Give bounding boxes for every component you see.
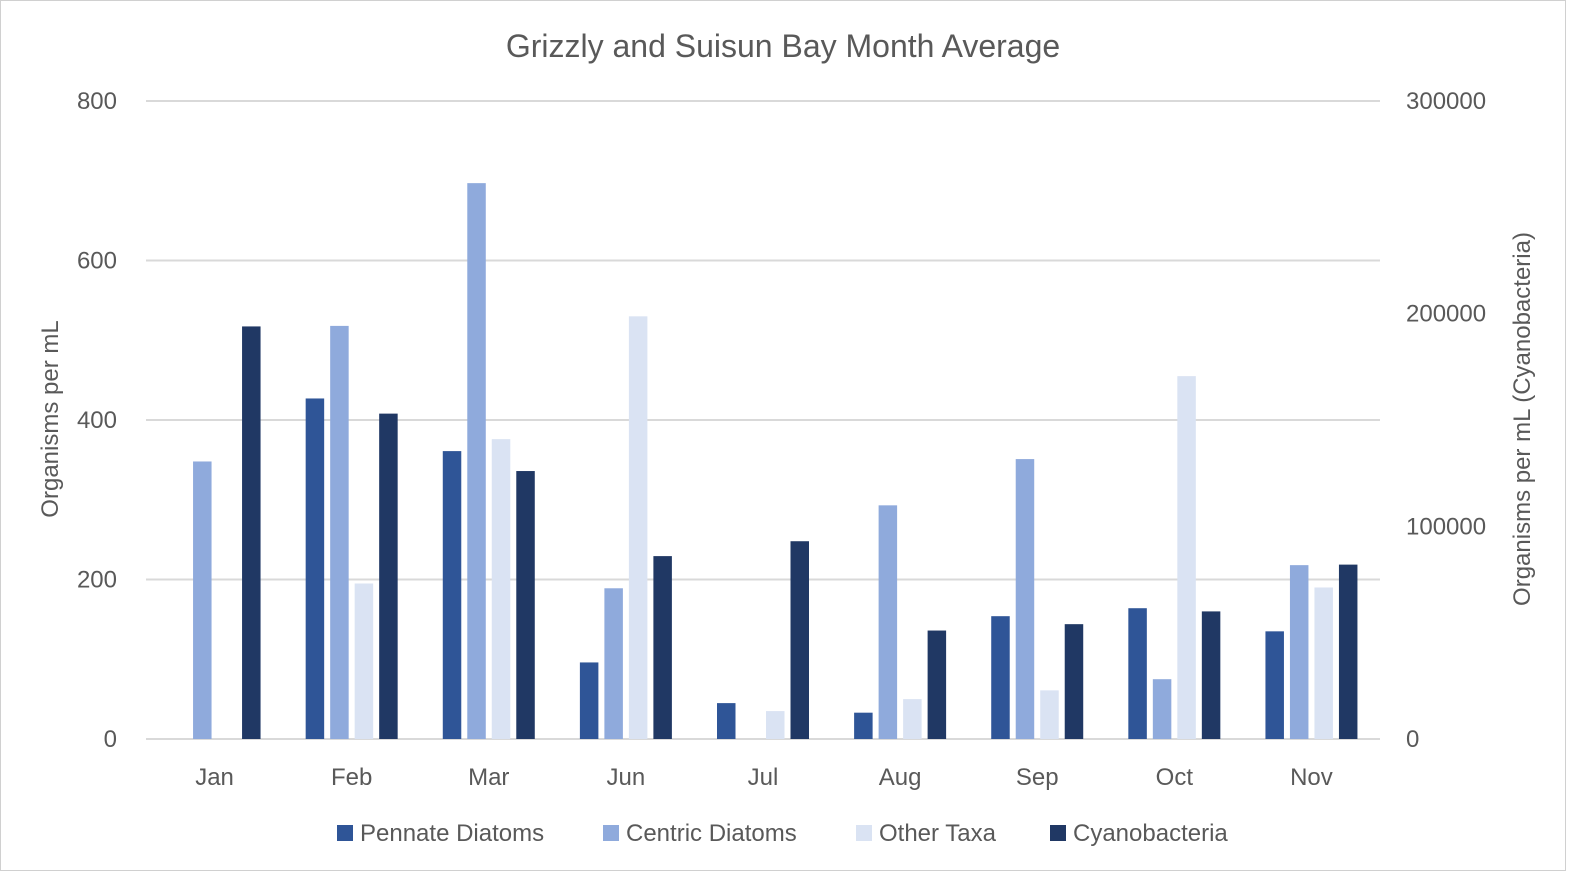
bar-other-taxa-feb bbox=[354, 583, 374, 739]
y-tick-label: 600 bbox=[77, 248, 117, 275]
bar-centric-diatoms-nov bbox=[1289, 565, 1309, 739]
bar-pennate-diatoms-jul bbox=[717, 703, 736, 739]
x-tick-label: Sep bbox=[1016, 764, 1059, 791]
secondary-y-axis-ticks: 0 100000 200000 300000 bbox=[1406, 88, 1486, 753]
x-tick-label: Aug bbox=[879, 764, 922, 791]
x-tick-label: Nov bbox=[1290, 764, 1333, 791]
legend-label: Cyanobacteria bbox=[1073, 820, 1228, 847]
x-tick-label: Mar bbox=[468, 764, 509, 791]
y-axis-ticks: 0 200 400 600 800 bbox=[77, 88, 117, 753]
secondary-y-tick-label: 300000 bbox=[1406, 88, 1486, 115]
x-axis-ticks: Jan Feb Mar Jun Jul Aug Sep Oct Nov bbox=[195, 764, 1333, 791]
bar-centric-diatoms-aug bbox=[878, 505, 898, 739]
bar-other-taxa-mar bbox=[491, 439, 511, 739]
bar-cyanobacteria-nov bbox=[1338, 564, 1358, 739]
bar-cyanobacteria-mar bbox=[516, 471, 535, 739]
bar-pennate-diatoms-sep bbox=[991, 616, 1010, 739]
gridlines bbox=[146, 100, 1380, 740]
bar-centric-diatoms-jun bbox=[604, 588, 623, 739]
bar-other-taxa-aug bbox=[903, 699, 922, 739]
y-tick-label: 400 bbox=[77, 407, 117, 434]
x-tick-label: Oct bbox=[1156, 764, 1194, 791]
bar-centric-diatoms-mar bbox=[467, 183, 486, 739]
bar-cyanobacteria-jan bbox=[242, 326, 261, 739]
x-tick-label: Jun bbox=[607, 764, 646, 791]
legend-label: Other Taxa bbox=[879, 820, 997, 847]
y-tick-label: 0 bbox=[104, 726, 117, 753]
secondary-y-tick-label: 0 bbox=[1406, 726, 1419, 753]
bar-pennate-diatoms-mar bbox=[442, 451, 462, 739]
y-axis-title: Organisms per mL bbox=[37, 320, 64, 517]
bar-pennate-diatoms-aug bbox=[854, 712, 873, 739]
legend-swatch bbox=[1050, 825, 1066, 841]
legend-label: Pennate Diatoms bbox=[360, 820, 544, 847]
legend-label: Centric Diatoms bbox=[626, 820, 797, 847]
x-tick-label: Jul bbox=[748, 764, 779, 791]
bar-cyanobacteria-sep bbox=[1064, 624, 1084, 739]
bar-centric-diatoms-sep bbox=[1015, 459, 1035, 739]
bar-cyanobacteria-oct bbox=[1201, 611, 1221, 739]
bar-centric-diatoms-feb bbox=[330, 325, 349, 739]
bar-cyanobacteria-jul bbox=[790, 541, 809, 739]
bar-pennate-diatoms-oct bbox=[1128, 608, 1147, 739]
bars bbox=[193, 183, 1358, 739]
legend-swatch bbox=[337, 825, 353, 841]
bar-cyanobacteria-aug bbox=[927, 630, 947, 739]
bar-other-taxa-sep bbox=[1040, 690, 1059, 739]
bar-other-taxa-jul bbox=[766, 711, 785, 739]
legend: Pennate Diatoms Centric Diatoms Other Taxa… bbox=[337, 820, 1228, 847]
bar-other-taxa-oct bbox=[1177, 376, 1196, 739]
x-tick-label: Feb bbox=[331, 764, 372, 791]
bar-pennate-diatoms-jun bbox=[579, 662, 599, 739]
legend-swatch bbox=[603, 825, 619, 841]
x-tick-label: Jan bbox=[195, 764, 234, 791]
bar-other-taxa-jun bbox=[628, 316, 648, 739]
bar-other-taxa-nov bbox=[1314, 587, 1333, 739]
legend-swatch bbox=[856, 825, 872, 841]
bar-cyanobacteria-jun bbox=[653, 556, 672, 739]
bar-pennate-diatoms-feb bbox=[305, 398, 325, 739]
bar-centric-diatoms-oct bbox=[1152, 679, 1172, 739]
secondary-y-tick-label: 200000 bbox=[1406, 301, 1486, 328]
y-tick-label: 200 bbox=[77, 567, 117, 594]
secondary-y-axis-title: Organisms per mL (Cyanobacteria) bbox=[1509, 232, 1536, 606]
bar-cyanobacteria-feb bbox=[379, 413, 398, 739]
bar-pennate-diatoms-nov bbox=[1265, 631, 1284, 739]
y-tick-label: 800 bbox=[77, 88, 117, 115]
chart-title: Grizzly and Suisun Bay Month Average bbox=[506, 28, 1060, 64]
bar-centric-diatoms-jan bbox=[193, 461, 212, 739]
secondary-y-tick-label: 100000 bbox=[1406, 513, 1486, 540]
